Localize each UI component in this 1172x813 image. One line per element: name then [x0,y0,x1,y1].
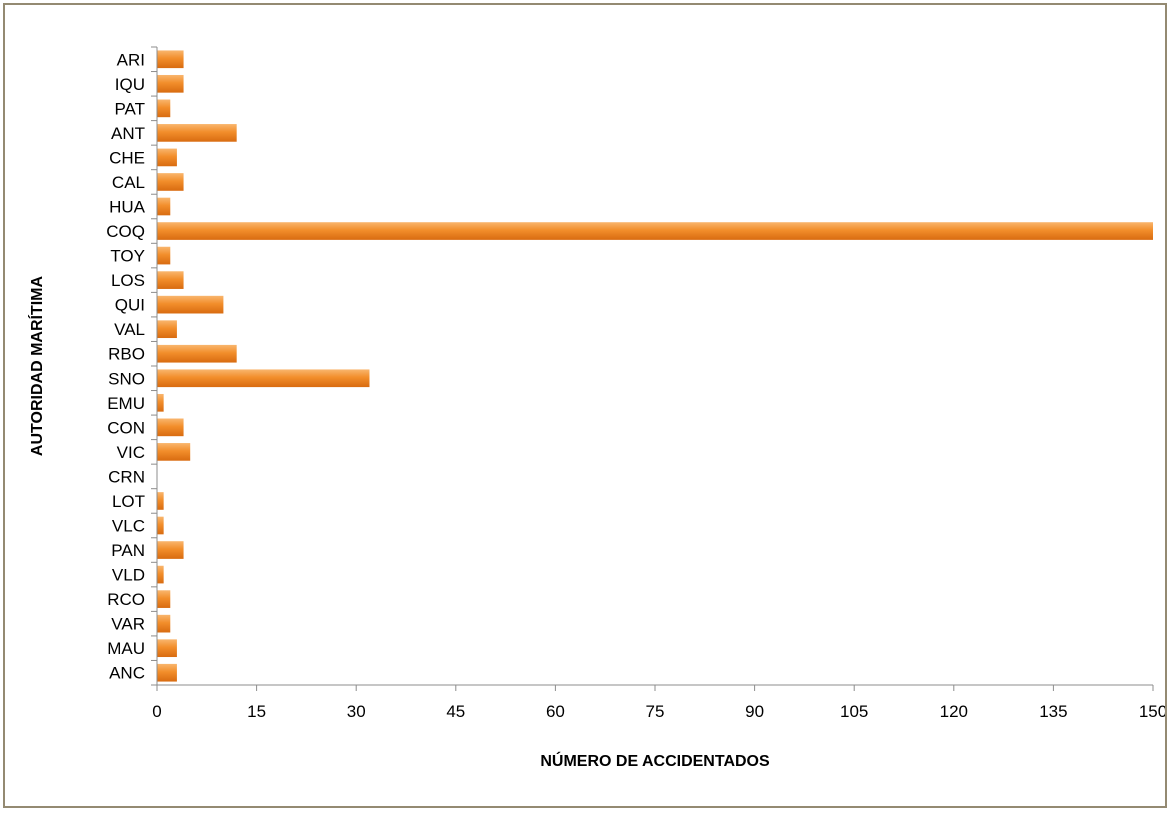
x-tick-labels: 0 15 30 45 60 75 90 105 120 135 150 [152,702,1165,721]
category-label-vlc: VLC [112,517,145,536]
x-tick-label-135: 135 [1039,702,1067,721]
category-label-vld: VLD [112,566,145,585]
category-label-iqu: IQU [115,75,145,94]
bar-toy [157,246,171,265]
bar-pan [157,541,184,559]
bars-group [157,50,1153,682]
x-tick-label-45: 45 [446,702,465,721]
bar-chart: ARI IQU PAT ANT CHE CAL HUA COQ TOY LOS QUI VAL RBO S… [27,46,1165,770]
category-label-los: LOS [111,271,145,290]
category-label-emu: EMU [107,394,145,413]
category-label-lot: LOT [112,492,145,511]
x-tick-label-15: 15 [247,702,266,721]
category-label-coq: COQ [106,222,145,241]
chart-frame: ARI IQU PAT ANT CHE CAL HUA COQ TOY LOS QUI VAL RBO S… [3,3,1167,808]
bar-mau [157,639,177,658]
x-tick-label-75: 75 [646,702,665,721]
bar-vic [157,443,191,461]
x-tick-label-60: 60 [546,702,565,721]
category-label-sno: SNO [108,369,145,388]
x-tick-label-30: 30 [347,702,366,721]
bar-rbo [157,344,237,363]
category-label-val: VAL [114,320,145,339]
x-tick-label-90: 90 [745,702,764,721]
bar-iqu [157,74,184,93]
bar-pat [157,99,171,118]
bar-con [157,418,184,437]
category-label-pan: PAN [111,541,145,560]
bar-var [157,614,171,633]
category-label-mau: MAU [107,639,145,658]
bar-ant [157,124,237,142]
category-label-cal: CAL [112,173,145,192]
bar-lot [157,492,164,510]
bar-rco [157,590,171,608]
category-label-rco: RCO [107,590,145,609]
axes-group [151,46,1154,691]
bar-cal [157,173,184,191]
category-label-crn: CRN [108,467,145,486]
category-label-toy: TOY [110,247,145,266]
category-label-vic: VIC [117,443,145,462]
x-tick-label-120: 120 [940,702,968,721]
bar-ari [157,50,184,69]
category-label-anc: ANC [109,664,145,683]
x-tick-label-150: 150 [1139,702,1165,721]
category-label-con: CON [107,418,145,437]
bar-emu [157,393,164,412]
category-label-ant: ANT [111,124,145,143]
category-label-hua: HUA [109,198,146,217]
bar-qui [157,295,224,314]
category-label-var: VAR [111,615,145,634]
bar-anc [157,663,177,682]
bar-vld [157,565,164,584]
y-axis-title: AUTORIDAD MARÍTIMA [27,275,46,456]
category-label-che: CHE [109,148,145,167]
bar-che [157,148,177,167]
category-label-rbo: RBO [108,345,145,364]
bar-vlc [157,516,164,535]
bar-sno [157,369,370,388]
x-tick-label-0: 0 [152,702,161,721]
bar-val [157,320,177,339]
category-label-pat: PAT [114,99,145,118]
x-axis-title: NÚMERO DE ACCIDENTADOS [540,751,770,770]
bar-coq [157,222,1153,240]
category-label-qui: QUI [115,296,145,315]
category-labels: ARI IQU PAT ANT CHE CAL HUA COQ TOY LOS QUI VAL RBO S… [106,50,145,682]
category-label-ari: ARI [117,50,145,69]
bar-hua [157,197,171,216]
bar-los [157,271,184,289]
x-tick-label-105: 105 [840,702,868,721]
